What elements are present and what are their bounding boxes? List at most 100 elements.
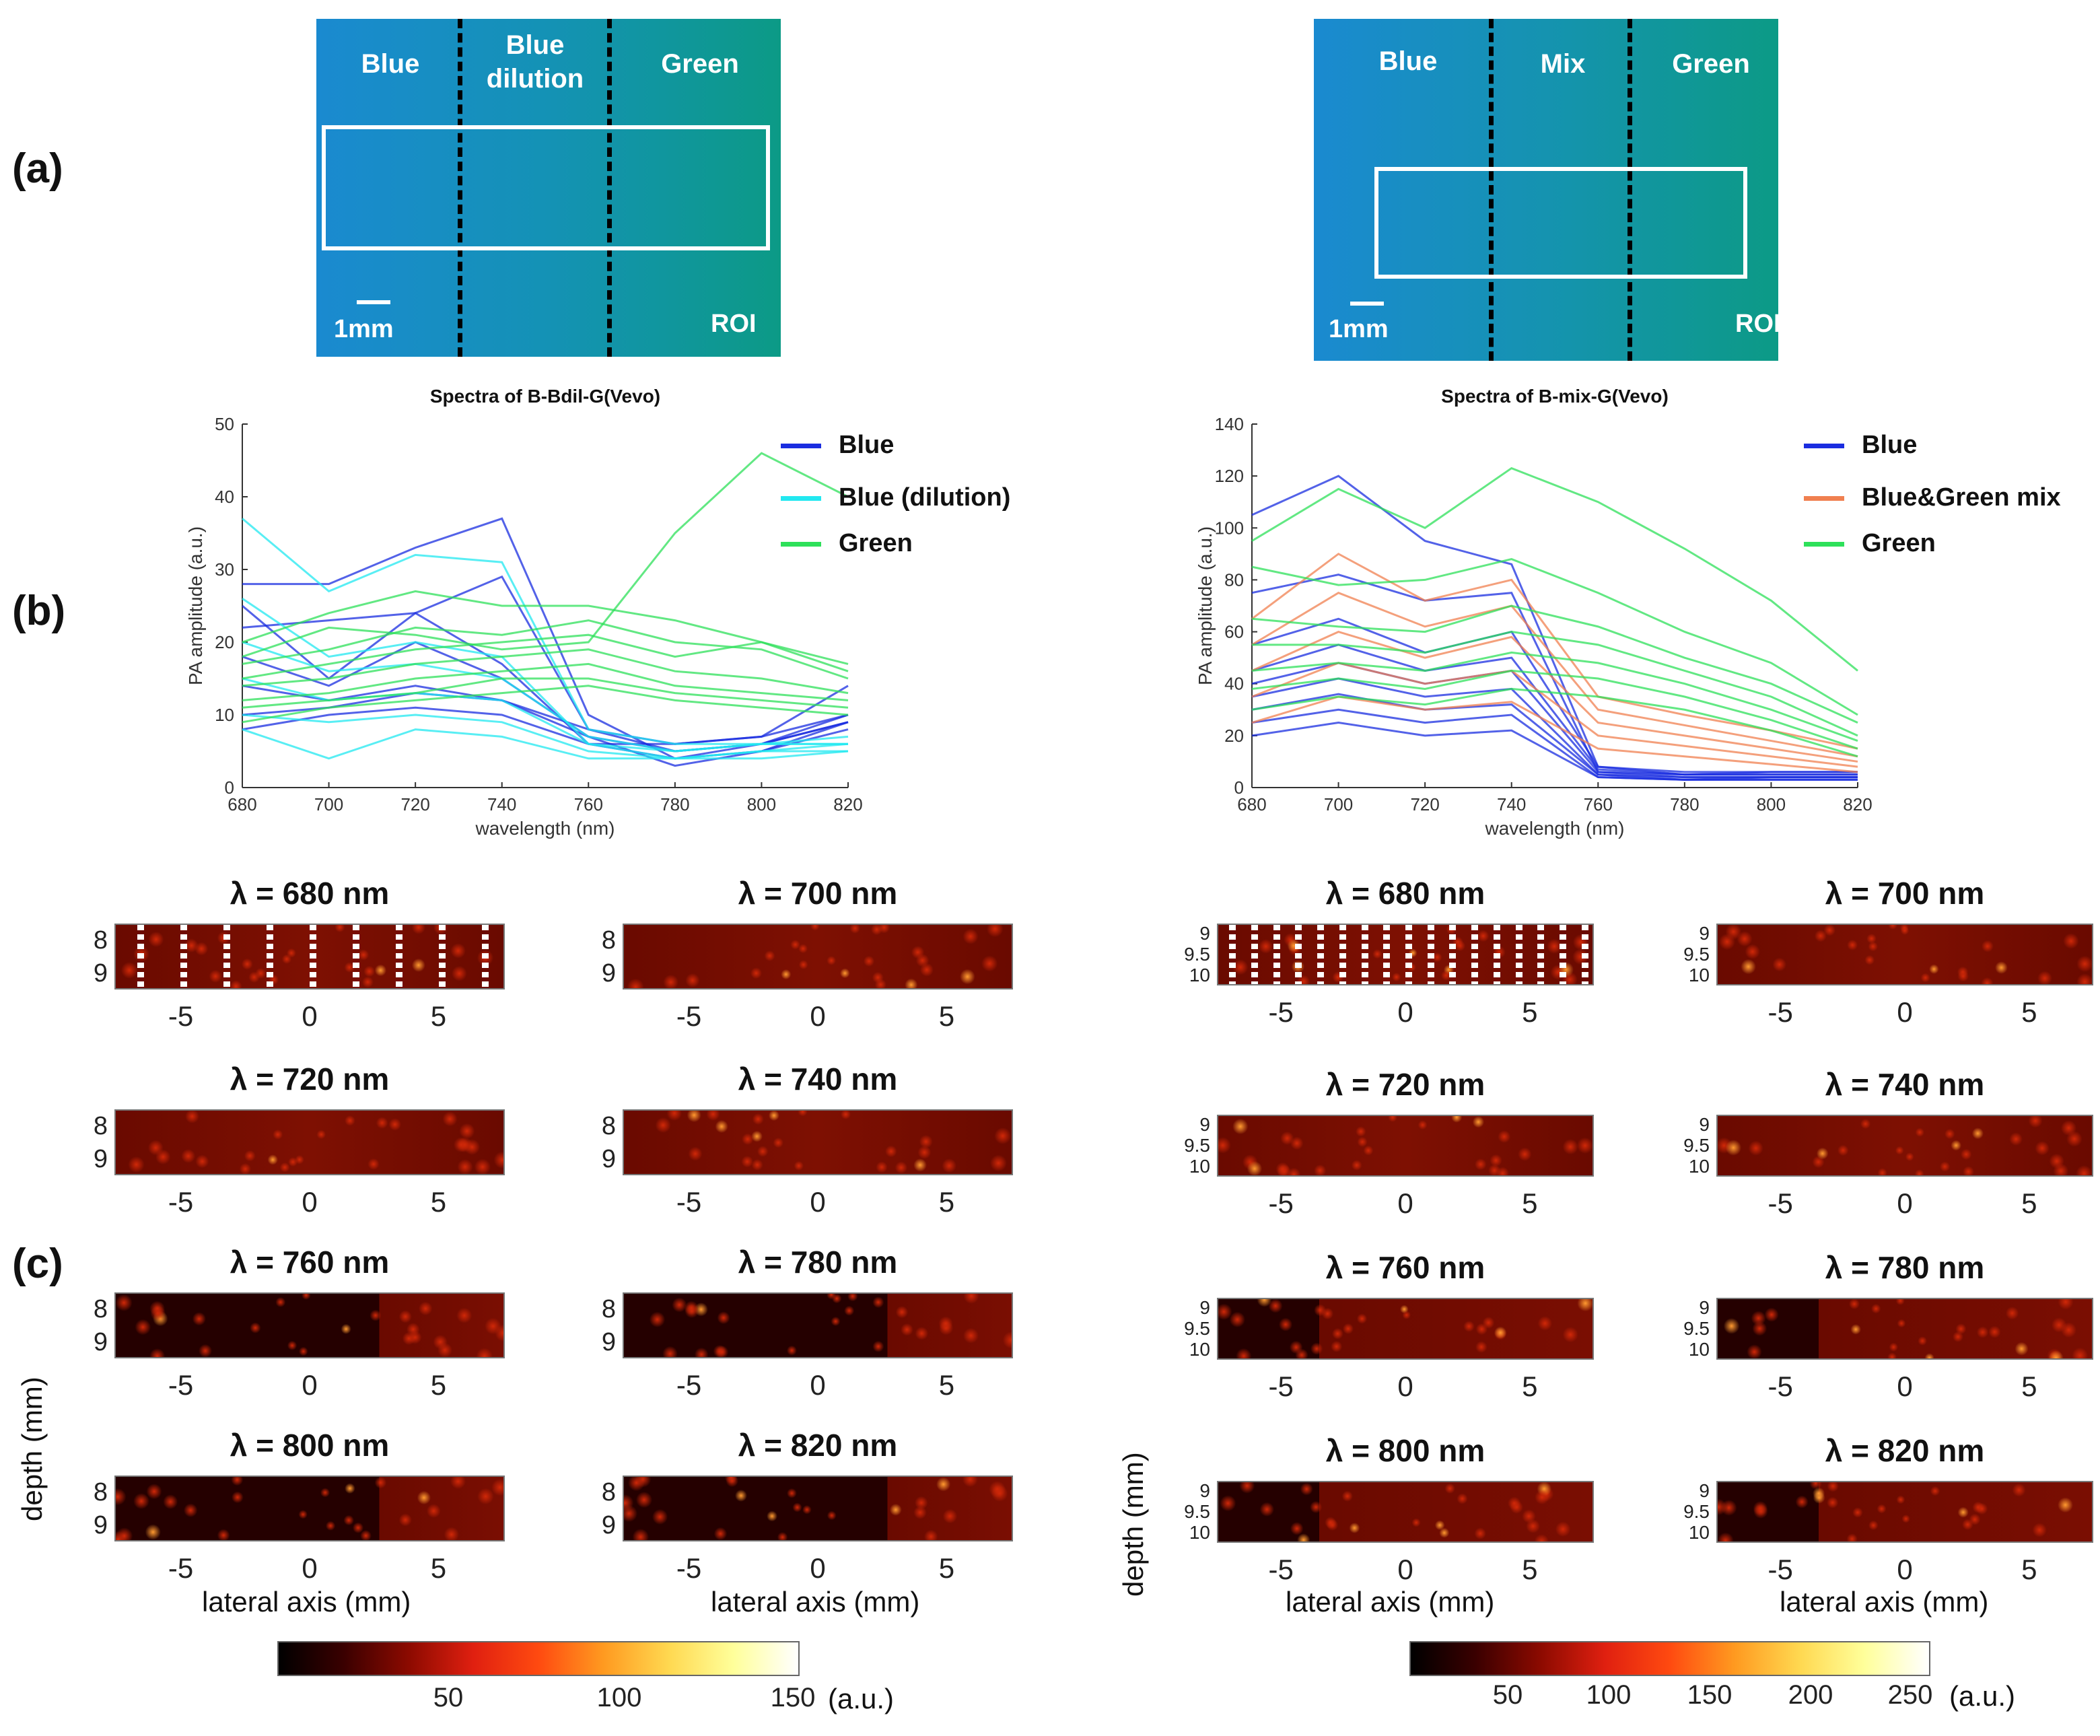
colorbar-tick: 150	[1687, 1680, 1733, 1710]
series-line	[242, 714, 849, 760]
x-tick-label: 700	[1324, 794, 1353, 814]
x-tick-label: 800	[747, 794, 776, 814]
lateral-tick: 0	[1897, 1370, 1913, 1402]
x-tick-label: 760	[1584, 794, 1613, 814]
lateral-tick: 0	[1397, 996, 1413, 1028]
saturation-streak	[1251, 925, 1259, 984]
depth-tick: 9.5	[1184, 944, 1210, 965]
depth-tick: 10	[1189, 1338, 1210, 1360]
lateral-tick: 0	[810, 1186, 826, 1218]
saturation-streak	[1295, 925, 1302, 984]
heatmap-title: λ = 720 nm	[1325, 1067, 1485, 1102]
depth-tick: 8	[93, 1478, 108, 1506]
lateral-axis-label: lateral axis (mm)	[202, 1586, 411, 1618]
y-tick-label: 0	[1234, 777, 1244, 798]
series-line	[242, 633, 849, 680]
heatmap-title: λ = 780 nm	[1825, 1250, 1985, 1285]
y-axis-label: PA amplitude (a.u.)	[1195, 526, 1216, 685]
lateral-tick: 5	[430, 1369, 447, 1401]
series-line	[242, 677, 849, 709]
x-tick-label: 680	[1237, 794, 1266, 814]
depth-tick: 9	[1199, 1297, 1210, 1319]
x-tick-label: 780	[660, 794, 689, 814]
depth-tick: 9.5	[1184, 1135, 1210, 1156]
heatmap-title: λ = 780 nm	[738, 1245, 898, 1280]
pa-heatmap-image	[1217, 924, 1594, 985]
lateral-tick: 5	[1522, 1370, 1538, 1402]
y-tick-label: 40	[215, 487, 234, 507]
series-line	[1251, 669, 1858, 750]
colorbar-left	[277, 1641, 800, 1676]
x-tick-label: 720	[400, 794, 429, 814]
heatmap-title: λ = 820 nm	[738, 1428, 898, 1463]
depth-tick: 9	[93, 1511, 108, 1539]
panel-label-c: (c)	[12, 1241, 63, 1287]
lateral-tick: 0	[302, 1552, 318, 1584]
saturation-streak	[1449, 925, 1457, 984]
depth-axis-label-right: depth (mm)	[1117, 1452, 1149, 1597]
lateral-tick: -5	[1768, 1187, 1793, 1219]
depth-tick: 10	[1688, 1521, 1710, 1543]
heatmap-title: λ = 700 nm	[1825, 876, 1985, 911]
depth-tick: 9	[601, 959, 616, 987]
zone-label-blue: Blue	[361, 49, 420, 79]
series-line	[1251, 687, 1858, 758]
pa-heatmap-image	[623, 924, 1013, 989]
depth-tick: 9	[601, 1511, 616, 1539]
series-line	[1251, 722, 1858, 781]
saturation-streak	[1229, 925, 1236, 984]
saturation-streak	[267, 925, 273, 988]
depth-tick: 8	[601, 1478, 616, 1506]
lateral-tick: 0	[1397, 1187, 1413, 1219]
lateral-tick: 0	[1397, 1370, 1413, 1402]
pa-heatmap-image	[1716, 1481, 2093, 1543]
depth-tick: 9	[1199, 1114, 1210, 1136]
lateral-tick: 0	[302, 1369, 318, 1401]
y-tick-label: 0	[225, 777, 234, 798]
depth-tick: 8	[601, 1111, 616, 1140]
series-line	[1251, 466, 1858, 672]
series-line	[242, 452, 849, 658]
lateral-tick: 0	[810, 1369, 826, 1401]
lateral-tick: 0	[1897, 1554, 1913, 1585]
depth-tick: 9	[601, 1144, 616, 1173]
lateral-tick: 0	[302, 1000, 318, 1032]
scale-label: 1mm	[1329, 315, 1389, 343]
series-line	[1251, 558, 1858, 716]
scale-bar	[357, 300, 390, 304]
zone-divider	[1628, 19, 1632, 361]
depth-tick: 10	[1688, 1155, 1710, 1177]
series-line	[1251, 617, 1858, 773]
saturation-streak	[1471, 925, 1479, 984]
lateral-tick: -5	[676, 1369, 702, 1401]
series-line	[242, 685, 849, 724]
series-line	[1251, 644, 1858, 776]
lateral-axis-label: lateral axis (mm)	[1286, 1586, 1495, 1618]
lateral-tick: 5	[938, 1552, 955, 1584]
saturation-streak	[482, 925, 489, 988]
series-line	[242, 518, 848, 745]
depth-tick: 9.5	[1184, 1318, 1210, 1339]
depth-tick: 10	[1688, 1338, 1710, 1360]
depth-tick: 10	[1189, 964, 1210, 985]
series-line	[242, 728, 849, 760]
zone-divider	[458, 19, 462, 357]
roi-box	[322, 125, 770, 250]
depth-tick: 9.5	[1683, 1135, 1710, 1156]
x-tick-label: 740	[1497, 794, 1526, 814]
x-tick-label: 820	[1843, 794, 1872, 814]
zone-label-blue-dilution: Blue dilution	[486, 30, 584, 94]
series-line	[1251, 651, 1858, 742]
pa-heatmap-image	[114, 1475, 505, 1541]
saturation-streak	[223, 925, 230, 988]
lateral-tick: -5	[168, 1186, 194, 1218]
pa-heatmap-image	[1716, 1298, 2093, 1360]
series-line	[1251, 693, 1858, 781]
heatmap-title: λ = 800 nm	[230, 1428, 390, 1463]
x-tick-label: 800	[1757, 794, 1786, 814]
lateral-axis-label: lateral axis (mm)	[1780, 1586, 1989, 1618]
pa-heatmap-image	[623, 1292, 1013, 1358]
lateral-tick: 0	[1397, 1554, 1413, 1585]
heatmap-title: λ = 720 nm	[230, 1062, 390, 1097]
panel-label-a: (a)	[12, 145, 63, 192]
